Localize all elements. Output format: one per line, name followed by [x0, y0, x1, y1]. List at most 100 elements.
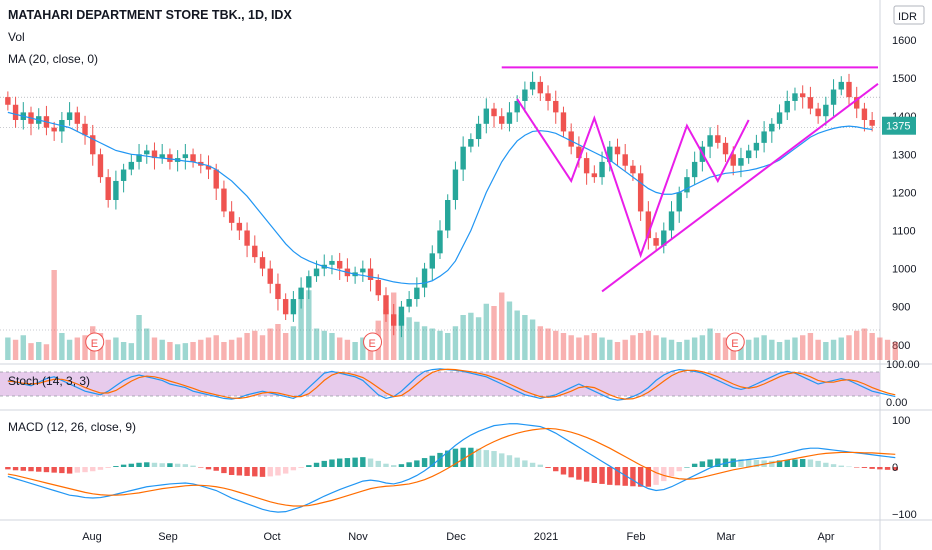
volume-bar: [259, 335, 266, 360]
macd-histogram-bar: [120, 464, 127, 467]
macd-histogram-bar: [360, 457, 366, 467]
volume-bar: [329, 333, 335, 360]
candle-body: [553, 100, 559, 113]
volume-bar: [823, 342, 829, 360]
macd-histogram-bar: [43, 467, 50, 473]
macd-histogram-bar: [429, 455, 435, 467]
volume-bar: [151, 337, 158, 360]
volume-bar: [12, 339, 19, 360]
macd-histogram-bar: [784, 459, 790, 467]
volume-bar: [668, 339, 675, 360]
candle-body: [792, 93, 798, 101]
volume-bar: [722, 337, 729, 360]
candle-body: [282, 299, 289, 315]
volume-bar: [475, 317, 482, 360]
macd-histogram-bar: [730, 458, 736, 467]
macd-histogram-bar: [259, 467, 266, 477]
candle-body: [406, 299, 412, 307]
macd-histogram-bar: [236, 467, 243, 476]
macd-histogram-bar: [59, 467, 65, 474]
macd-histogram-bar: [560, 467, 567, 475]
volume-bar: [221, 342, 227, 360]
zigzag-pattern: [516, 98, 750, 259]
macd-histogram-bar: [861, 467, 868, 468]
macd-histogram-bar: [537, 464, 544, 467]
volume-bar: [807, 333, 814, 360]
macd-histogram-bar: [607, 467, 613, 485]
candle-body: [136, 154, 142, 162]
macd-histogram-bar: [583, 467, 590, 482]
volume-bar: [884, 339, 891, 360]
candle-body: [113, 180, 119, 200]
volume-bar: [537, 326, 544, 360]
volume-bar: [661, 337, 667, 360]
stoch-label: Stoch (14, 3, 3): [8, 374, 91, 388]
volume-bar: [591, 333, 598, 360]
candle-body: [738, 158, 744, 166]
volume-bar: [51, 270, 57, 360]
earnings-marker: [363, 332, 383, 352]
candle-body: [90, 135, 96, 155]
macd-histogram-bar: [275, 467, 281, 476]
candle-body: [267, 268, 273, 284]
candle-body: [375, 280, 381, 296]
candle-body: [622, 154, 628, 166]
candle-body: [560, 112, 567, 132]
macd-histogram-bar: [205, 467, 212, 470]
volume-bar: [522, 315, 528, 360]
volume-bar: [568, 335, 574, 360]
candle-body: [74, 112, 81, 124]
candle-body: [537, 81, 544, 94]
macd-histogram-bar: [460, 447, 466, 467]
macd-tick-label: −100: [892, 509, 917, 521]
macd-histogram-bar: [321, 460, 327, 467]
macd-histogram-bar: [622, 467, 628, 486]
macd-histogram-bar: [799, 459, 806, 467]
macd-histogram-bar: [668, 467, 675, 477]
macd-histogram-bar: [228, 467, 235, 475]
volume-bar: [491, 306, 497, 360]
volume-bar: [529, 319, 536, 360]
macd-histogram-bar: [213, 467, 219, 471]
volume-bar: [545, 328, 551, 360]
volume-bar: [830, 339, 837, 360]
volume-label: Vol: [8, 30, 25, 44]
volume-bar: [198, 339, 204, 360]
price-tick-label: 900: [892, 302, 910, 314]
macd-histogram-bar: [282, 467, 289, 474]
macd-histogram-bar: [36, 467, 42, 472]
macd-histogram-bar: [367, 458, 374, 467]
candle-body: [707, 135, 713, 147]
macd-histogram-bar: [375, 460, 381, 467]
macd-histogram-bar: [807, 459, 814, 467]
macd-histogram-bar: [830, 464, 837, 467]
candle-body: [730, 154, 736, 166]
candle-body: [830, 89, 837, 105]
macd-histogram-bar: [884, 467, 891, 470]
candle-body: [468, 139, 474, 147]
macd-histogram-bar: [854, 467, 860, 468]
candle-body: [576, 146, 582, 159]
volume-bar: [854, 330, 860, 360]
volume-bar: [406, 317, 412, 360]
stoch-tick-label: 100.00: [886, 359, 920, 371]
macd-histogram-bar: [838, 465, 844, 467]
volume-bar: [583, 335, 590, 360]
candle-body: [445, 200, 451, 231]
volume-bar: [753, 337, 760, 360]
volume-bar: [398, 315, 405, 360]
macd-histogram-bar: [290, 467, 297, 471]
macd-histogram-bar: [529, 462, 536, 467]
candle-body: [745, 150, 752, 159]
macd-histogram-bar: [313, 462, 320, 467]
candle-body: [167, 154, 173, 162]
candle-body: [499, 116, 505, 124]
volume-bar: [776, 342, 783, 360]
macd-histogram-bar: [506, 455, 513, 467]
candle-body: [861, 108, 868, 120]
volume-bar: [499, 292, 505, 360]
candle-body: [715, 135, 721, 143]
candle-body: [429, 253, 435, 269]
candle-body: [545, 93, 551, 101]
